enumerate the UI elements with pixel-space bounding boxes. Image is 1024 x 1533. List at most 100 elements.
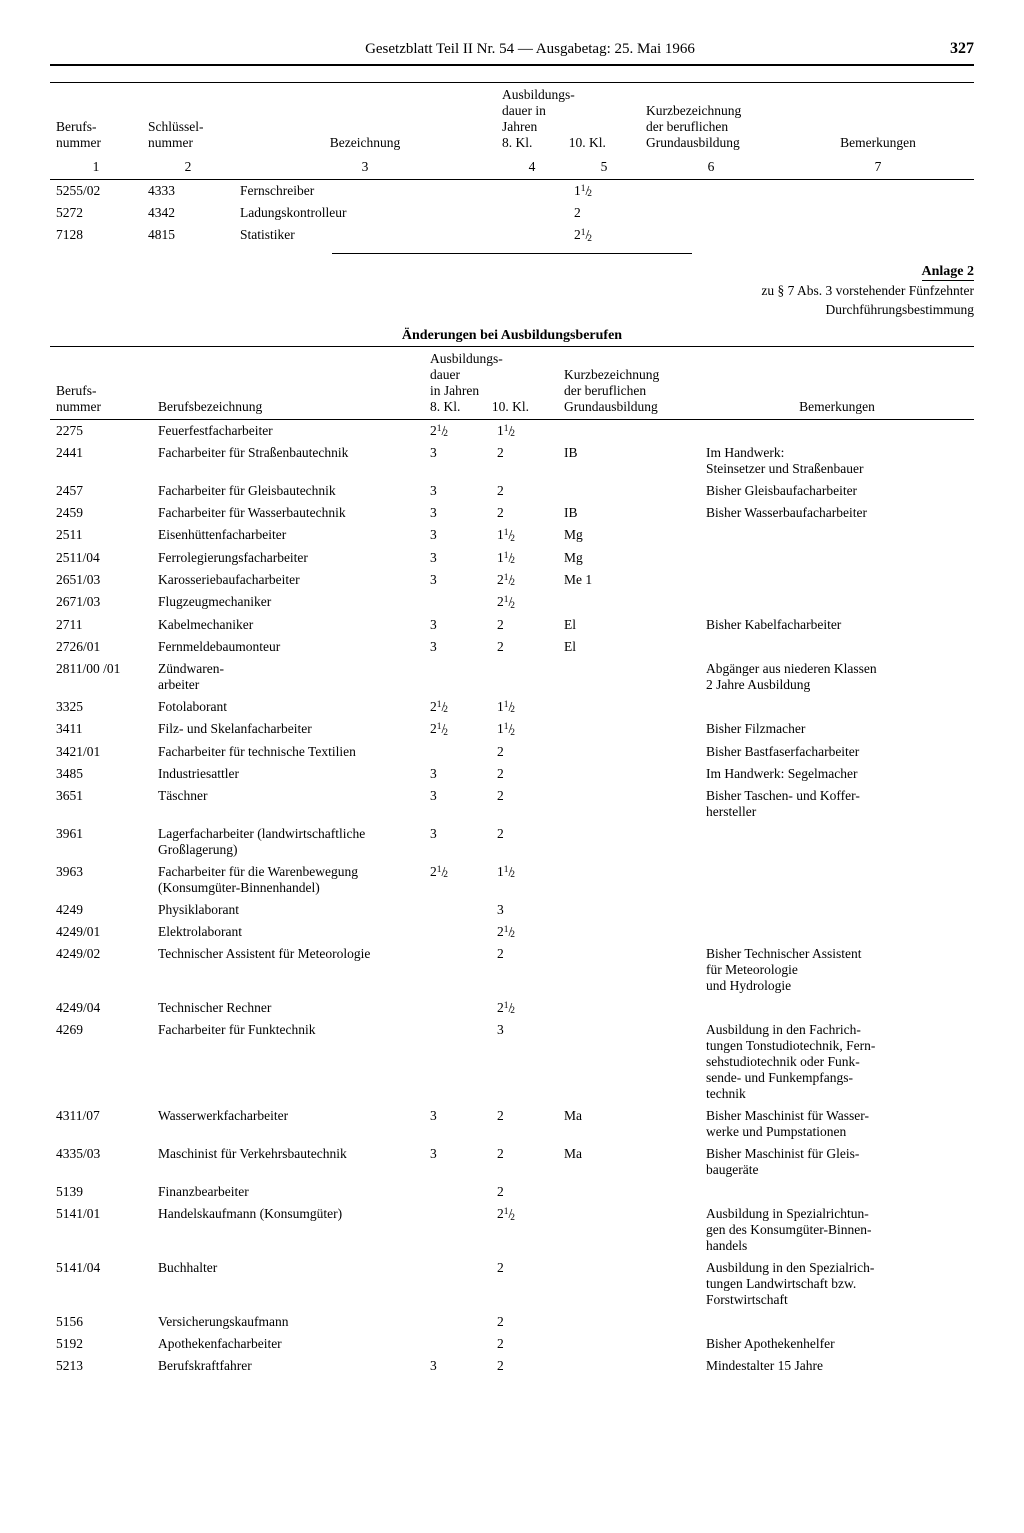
cell-d10: 11/2 [568,180,640,203]
cell-d8 [424,1333,491,1355]
cell-berufs: 2457 [50,480,152,502]
cell-d10: 2 [491,1143,558,1181]
cell-kurz [558,741,700,763]
cell-bez: Zündwaren-arbeiter [152,658,424,696]
cell-kurz [558,1019,700,1105]
cell-d8: 3 [424,502,491,524]
cell-bem: Bisher Kabelfacharbeiter [700,614,974,636]
cell-d10: 11/2 [491,419,558,442]
cell-bem [782,224,974,246]
cell-bez: Täschner [152,785,424,823]
cell-bez: Wasserwerkfacharbeiter [152,1105,424,1143]
cell-berufs: 4249/01 [50,921,152,943]
cell-bem: Bisher Maschinist für Wasser-werke und P… [700,1105,974,1143]
cell-d10: 21/2 [491,997,558,1019]
table-row: 2511/04Ferrolegierungsfacharbeiter311/2M… [50,547,974,569]
t2-h-bez: Berufsbezeichnung [152,346,424,419]
t1-n6: 6 [640,155,782,180]
cell-d8 [424,899,491,921]
cell-kurz [640,202,782,224]
cell-d10: 2 [491,1333,558,1355]
anlage-sub2: Durchführungsbestimmung [50,302,974,318]
cell-bem: Ausbildung in den Spezialrich-tungen Lan… [700,1257,974,1311]
cell-d10: 2 [491,502,558,524]
cell-bem: Im Handwerk:Steinsetzer und Straßenbauer [700,442,974,480]
cell-berufs: 4335/03 [50,1143,152,1181]
cell-bez: Karosseriebaufacharbeiter [152,569,424,591]
cell-d10: 2 [491,636,558,658]
cell-bem [700,1181,974,1203]
cell-berufs: 4249/02 [50,943,152,997]
cell-bez: Filz- und Skelanfacharbeiter [152,718,424,740]
cell-d8: 3 [424,636,491,658]
cell-bez: Flugzeugmechaniker [152,591,424,613]
cell-d10: 2 [491,1181,558,1203]
cell-bem [700,569,974,591]
cell-kurz: El [558,636,700,658]
table-row: 52724342Ladungskontrolleur2 [50,202,974,224]
cell-kurz [558,1333,700,1355]
t1-h-bez: Bezeichnung [234,83,496,156]
cell-bez: Lagerfacharbeiter (landwirtschaftlicheGr… [152,823,424,861]
cell-bem: Bisher Technischer Assistentfür Meteorol… [700,943,974,997]
table-row: 5141/01Handelskaufmann (Konsumgüter)21/2… [50,1203,974,1257]
cell-d8: 3 [424,1143,491,1181]
t1-n4: 4 [496,155,568,180]
table-row: 3421/01Facharbeiter für technische Texti… [50,741,974,763]
table-1: Berufs-nummer Schlüssel-nummer Bezeichnu… [50,82,974,247]
t1-h-kurz: Kurzbezeichnungder beruflichenGrundausbi… [640,83,782,156]
cell-d8 [424,1019,491,1105]
cell-berufs: 2671/03 [50,591,152,613]
cell-bem [782,180,974,203]
t1-h-berufs: Berufs-nummer [50,83,142,156]
table-row: 2711Kabelmechaniker32ElBisher Kabelfacha… [50,614,974,636]
table-row: 2441Facharbeiter für Straßenbautechnik32… [50,442,974,480]
table-row: 2511Eisenhüttenfacharbeiter311/2Mg [50,524,974,546]
cell-bem [700,921,974,943]
section-title: Änderungen bei Ausbildungsberufen [50,328,974,344]
cell-d10: 21/2 [568,224,640,246]
cell-kurz [558,785,700,823]
table-row: 3961Lagerfacharbeiter (landwirtschaftlic… [50,823,974,861]
table-row: 2811/00 /01Zündwaren-arbeiterAbgänger au… [50,658,974,696]
cell-bem [700,823,974,861]
table-row: 5141/04Buchhalter2Ausbildung in den Spez… [50,1257,974,1311]
cell-berufs: 2651/03 [50,569,152,591]
cell-kurz [558,1355,700,1377]
table-row: 4335/03Maschinist für Verkehrsbautechnik… [50,1143,974,1181]
cell-bem: Bisher Gleisbaufacharbeiter [700,480,974,502]
t1-n2: 2 [142,155,234,180]
anlage-sub1: zu § 7 Abs. 3 vorstehender Fünfzehnter [50,283,974,299]
page-number: 327 [950,40,974,58]
t1-h-bem: Bemerkungen [782,83,974,156]
cell-kurz [558,480,700,502]
cell-kurz [558,899,700,921]
t1-n7: 7 [782,155,974,180]
cell-d8: 21/2 [424,861,491,899]
cell-d10 [491,658,558,696]
cell-berufs: 3651 [50,785,152,823]
cell-bem: Bisher Apothekenhelfer [700,1333,974,1355]
cell-d10: 2 [491,1105,558,1143]
cell-kurz: Mg [558,547,700,569]
cell-bez: Handelskaufmann (Konsumgüter) [152,1203,424,1257]
cell-bez: Eisenhüttenfacharbeiter [152,524,424,546]
cell-bez: Fotolaborant [152,696,424,718]
cell-bem [700,997,974,1019]
cell-d10: 11/2 [491,718,558,740]
cell-kurz: Mg [558,524,700,546]
cell-bem: Ausbildung in Spezialrichtun-gen des Kon… [700,1203,974,1257]
cell-d10: 11/2 [491,547,558,569]
cell-bez: Feuerfestfacharbeiter [152,419,424,442]
cell-d8: 21/2 [424,718,491,740]
cell-d10: 2 [491,442,558,480]
cell-d10: 2 [491,785,558,823]
cell-bez: Fernschreiber [234,180,496,203]
cell-berufs: 5156 [50,1311,152,1333]
cell-berufs: 2441 [50,442,152,480]
cell-d10: 21/2 [491,1203,558,1257]
header-title: Gesetzblatt Teil II Nr. 54 — Ausgabetag:… [110,41,950,58]
table-row: 2457Facharbeiter für Gleisbautechnik32Bi… [50,480,974,502]
cell-d8: 21/2 [424,696,491,718]
cell-kurz [558,419,700,442]
